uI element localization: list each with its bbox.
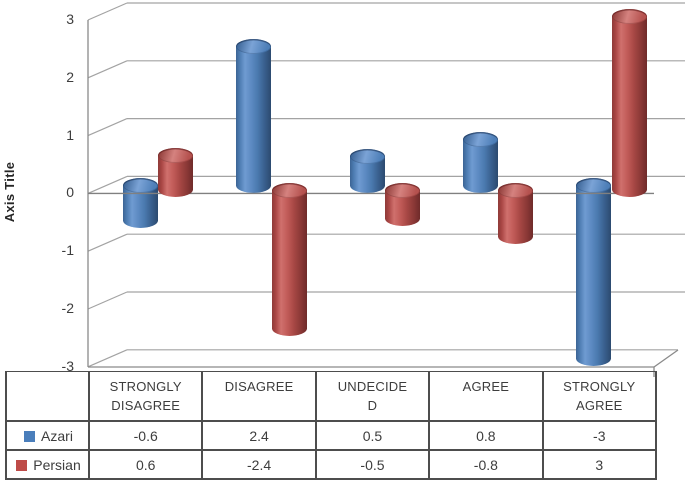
cylinder-azari-0 bbox=[122, 178, 158, 228]
y-tick-label: 0 bbox=[66, 184, 74, 201]
series-row-persian: Persian 0.6 -2.4 -0.5 -0.8 3 bbox=[5, 449, 657, 480]
cylinder-top-face bbox=[462, 131, 498, 147]
category-header-1: DISAGREE bbox=[201, 371, 317, 422]
category-header-2: UNDECIDE D bbox=[314, 371, 431, 422]
cylinder-persian-0 bbox=[158, 147, 194, 198]
value-cell-azari-4: -3 bbox=[541, 420, 657, 451]
cylinder-azari-4 bbox=[576, 178, 612, 367]
cylinder-azari-1 bbox=[236, 39, 272, 193]
category-header-row: STRONGLY DISAGREE DISAGREE UNDECIDE D AGREE… bbox=[5, 371, 657, 422]
legend-label: Azari bbox=[41, 427, 73, 444]
cylinder-body bbox=[611, 16, 647, 191]
cylinder-azari-2 bbox=[349, 149, 385, 193]
y-tick-label: -3 bbox=[61, 357, 74, 374]
cylinder-top-face bbox=[122, 178, 158, 193]
cylinder-persian-1 bbox=[271, 182, 307, 337]
value-cell-azari-0: -0.6 bbox=[87, 420, 204, 451]
value-cell-azari-2: 0.5 bbox=[314, 420, 431, 451]
y-axis-title: Axis Title bbox=[2, 161, 17, 223]
cylinder-top-face bbox=[158, 147, 194, 163]
legend-cell-azari: Azari bbox=[5, 420, 90, 451]
cylinder-top-face bbox=[611, 9, 647, 25]
table-corner-blank bbox=[5, 371, 90, 422]
cylinder-persian-2 bbox=[385, 182, 421, 227]
cylinder-azari-3 bbox=[462, 131, 498, 193]
value-cell-persian-2: -0.5 bbox=[314, 449, 431, 480]
category-header-4: STRONGLY AGREE bbox=[541, 371, 657, 422]
value-cell-persian-0: 0.6 bbox=[87, 449, 204, 480]
data-table: STRONGLY DISAGREE DISAGREE UNDECIDE D AGREE… bbox=[5, 371, 657, 480]
value-cell-persian-4: 3 bbox=[541, 449, 657, 480]
cylinder-persian-4 bbox=[611, 9, 647, 198]
legend-cell-persian: Persian bbox=[5, 449, 90, 480]
value-cell-azari-3: 0.8 bbox=[428, 420, 544, 451]
y-tick-label: 2 bbox=[66, 68, 74, 85]
cylinder-top-face bbox=[576, 178, 612, 193]
series-row-azari: Azari -0.6 2.4 0.5 0.8 -3 bbox=[5, 420, 657, 451]
category-header-0: STRONGLY DISAGREE bbox=[87, 371, 204, 422]
cylinder-top-face bbox=[349, 149, 385, 165]
category-header-3: AGREE bbox=[428, 371, 544, 422]
legend-swatch-persian bbox=[16, 459, 28, 471]
cylinder-body bbox=[271, 189, 307, 330]
cylinder-body bbox=[576, 185, 612, 360]
value-cell-persian-1: -2.4 bbox=[201, 449, 317, 480]
y-tick-label: 1 bbox=[66, 126, 74, 143]
y-tick-label: -1 bbox=[61, 242, 74, 259]
cylinder-top-face bbox=[498, 182, 534, 198]
value-cell-persian-3: -0.8 bbox=[428, 449, 544, 480]
cylinder-top-face bbox=[385, 182, 421, 198]
cylinder-top-face bbox=[236, 39, 272, 55]
value-cell-azari-1: 2.4 bbox=[201, 420, 317, 451]
y-tick-label: -2 bbox=[61, 300, 74, 316]
cylinder-persian-3 bbox=[498, 182, 534, 244]
legend-swatch-azari bbox=[24, 430, 36, 442]
cylinder-top-face bbox=[271, 182, 307, 198]
y-tick-label: 3 bbox=[66, 11, 74, 27]
cylinder-body bbox=[236, 46, 272, 186]
legend-label: Persian bbox=[33, 456, 81, 473]
